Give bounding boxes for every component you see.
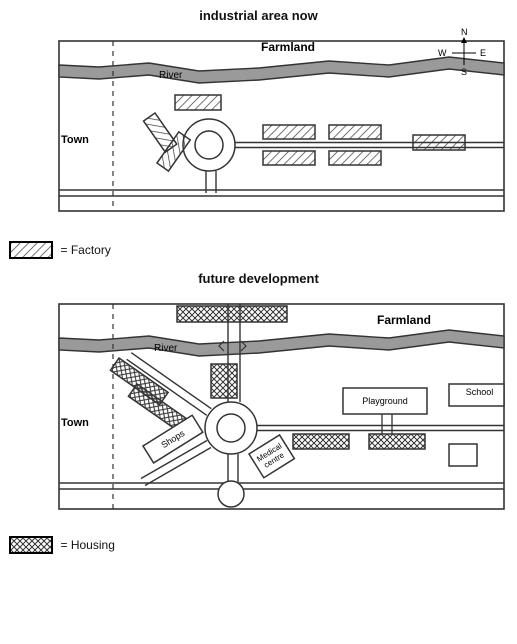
south-roundabout — [218, 481, 244, 507]
river-label: River — [154, 343, 178, 354]
playground-block: Playground — [343, 388, 427, 414]
factory-0 — [175, 95, 221, 110]
housing-1 — [211, 364, 237, 398]
factory-4 — [329, 125, 381, 139]
legend-label: = Factory — [61, 243, 111, 257]
factory-3 — [263, 125, 315, 139]
legend-swatch — [9, 241, 53, 259]
school-block: School — [449, 384, 504, 406]
housing-4 — [293, 434, 349, 449]
factory-5 — [263, 151, 315, 165]
town-label: Town — [61, 417, 89, 429]
roundabout-inner — [195, 131, 223, 159]
svg-text:W: W — [438, 48, 447, 58]
legend-swatch — [9, 536, 53, 554]
river-label: River — [159, 70, 183, 81]
svg-text:N: N — [461, 27, 468, 37]
farmland-label: Farmland — [261, 40, 315, 54]
svg-text:E: E — [480, 48, 486, 58]
factory-6 — [329, 151, 381, 165]
svg-text:S: S — [461, 67, 467, 77]
factory-7 — [413, 135, 465, 150]
svg-text:School: School — [465, 387, 493, 397]
roundabout-inner — [217, 414, 245, 442]
svg-text:Playground: Playground — [362, 396, 408, 406]
farmland-label: Farmland — [377, 313, 431, 327]
map-1: River Farmland N E S W Town — [9, 23, 509, 237]
map-2: RiverFarmlandPlaygroundSchoolShopsMedica… — [9, 286, 509, 532]
map-title: industrial area now — [9, 8, 509, 23]
map-title: future development — [9, 271, 509, 286]
legend-2: = Housing — [9, 536, 509, 554]
school-notch — [449, 444, 477, 466]
housing-5 — [369, 434, 425, 449]
legend-label: = Housing — [61, 538, 115, 552]
legend-1: = Factory — [9, 241, 509, 259]
town-label: Town — [61, 134, 89, 146]
housing-0 — [177, 306, 287, 322]
